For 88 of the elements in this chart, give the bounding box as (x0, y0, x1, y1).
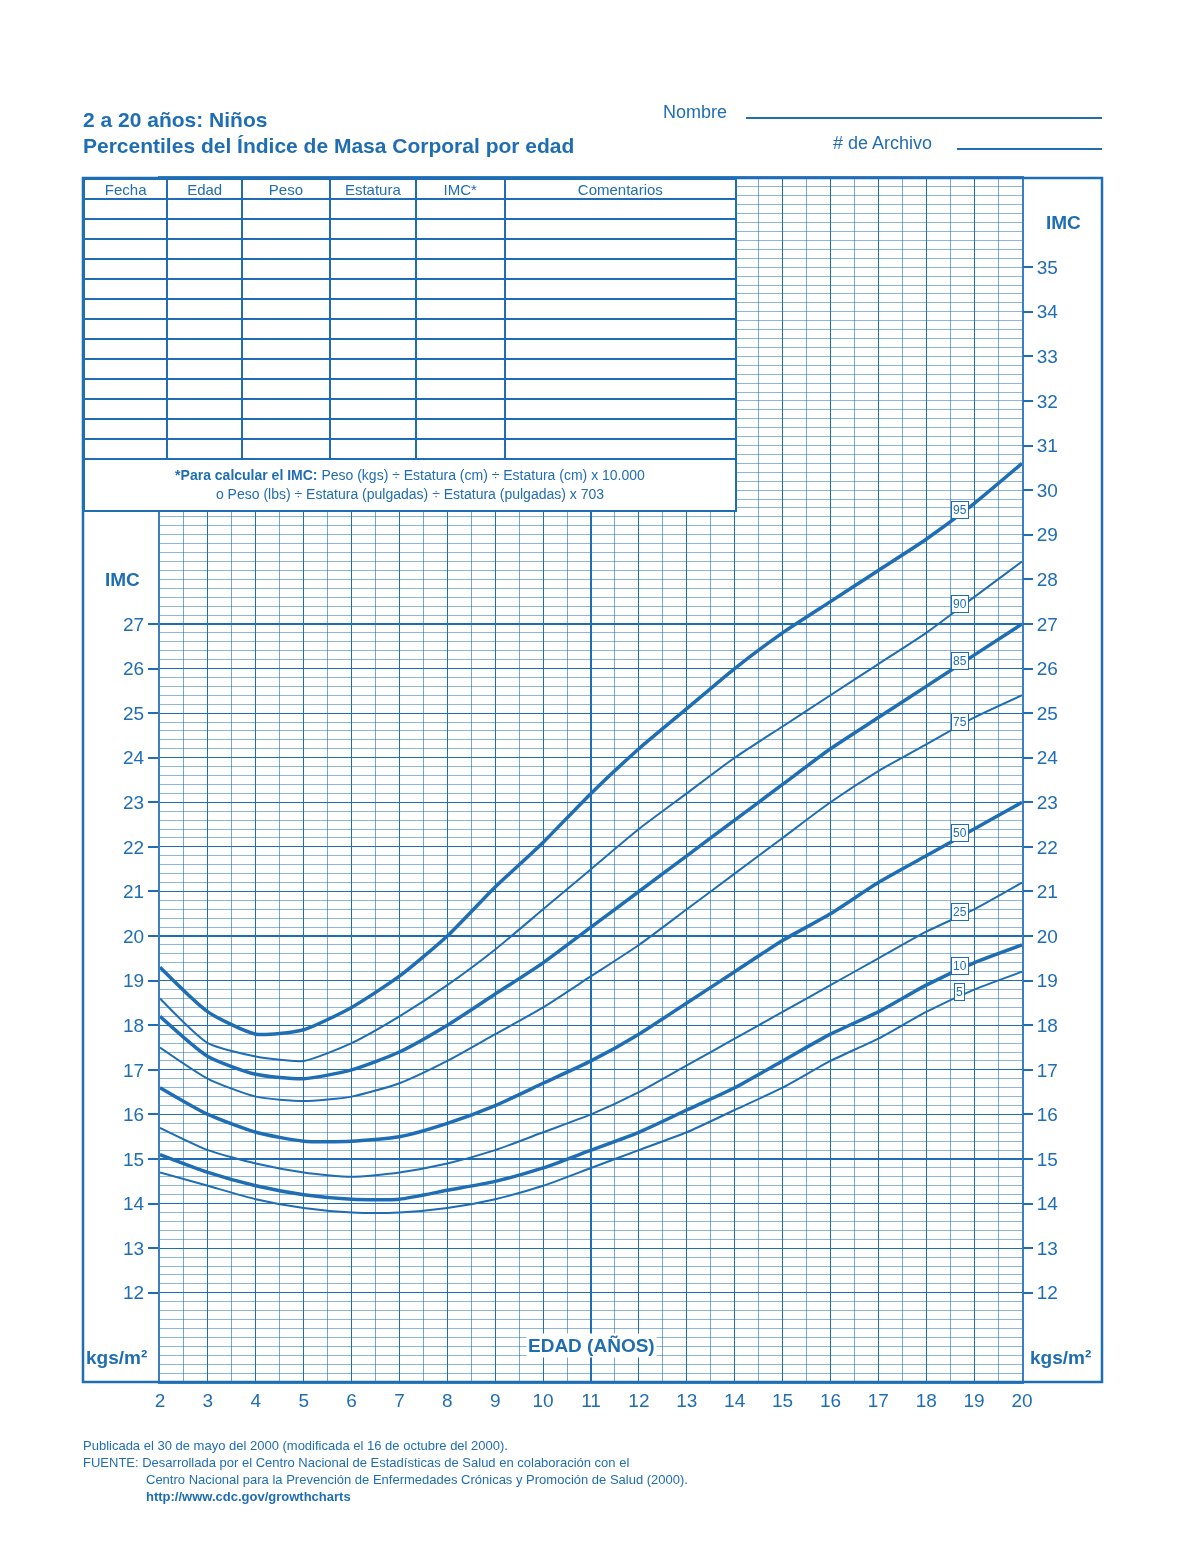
y2-tick-label: 34 (1036, 301, 1059, 323)
annotation: Peso (241, 179, 330, 199)
y-tick-label: 23 (123, 791, 145, 813)
y-tick-label: 22 (123, 836, 145, 858)
chart-subtitle: Percentiles del Índice de Masa Corporal por edad (83, 134, 575, 158)
y-tick-label: 26 (123, 658, 145, 680)
text: Nombre (663, 102, 728, 123)
x-tick-label: 11 (581, 1389, 601, 1411)
annotation: Estatura (329, 179, 416, 199)
x-tick-label: 5 (298, 1389, 309, 1411)
y-tick-label: 13 (123, 1237, 145, 1259)
series-label: 50 (953, 826, 967, 840)
y2-tick-label: 19 (1036, 970, 1058, 992)
y-tick-label: 21 (123, 881, 145, 903)
x-tick-label: 3 (202, 1389, 214, 1411)
text: Publicada el 30 de mayo del 2000 (modificada el 16 de octubre del 2000). (83, 1438, 508, 1453)
x-tick-label: 15 (771, 1389, 794, 1411)
y-tick-label: 19 (123, 970, 145, 992)
y2-tick-label: 13 (1036, 1237, 1058, 1259)
y2-tick-label: 20 (1036, 925, 1058, 947)
x-tick-label: 4 (250, 1389, 262, 1411)
y-tick-label: 12 (123, 1282, 145, 1304)
y2-tick-label: 17 (1036, 1059, 1058, 1081)
y2-tick-label: 32 (1036, 390, 1058, 412)
y-tick-label: 25 (123, 702, 145, 724)
x-tick-label: 18 (915, 1389, 937, 1411)
x-axis-title: EDAD (AÑOS) (528, 1335, 655, 1356)
series-label: 95 (953, 503, 967, 517)
series-label: 90 (953, 597, 967, 611)
y2-tick-label: 23 (1036, 791, 1058, 813)
y2-axis-title: IMC (1046, 212, 1082, 233)
annotation: Comentarios (504, 179, 736, 199)
y-tick-label: 20 (123, 925, 145, 947)
source-note: FUENTE: Desarrollada por el Centro Nacional de Estadísticas de Salud en colaboración con el (83, 1455, 630, 1470)
y-tick-label: 18 (123, 1014, 145, 1036)
annotation: IMC* (415, 179, 505, 199)
y2-tick-label: 22 (1036, 836, 1058, 858)
x-tick-label: 14 (724, 1389, 746, 1411)
y-tick-label: 27 (123, 613, 145, 635)
x-tick-label: 20 (1011, 1389, 1033, 1411)
text: http://www.cdc.gov/growthcharts (146, 1489, 351, 1504)
y2-tick-label: 31 (1036, 435, 1058, 457)
y2-tick-label: 28 (1036, 568, 1058, 590)
y2-tick-label: 33 (1036, 346, 1058, 368)
y2-tick-label: 15 (1036, 1148, 1058, 1170)
y2-tick-label: 35 (1036, 256, 1058, 278)
y2-tick-label: 12 (1036, 1282, 1058, 1304)
annotation: Edad (167, 179, 242, 199)
y-tick-label: 15 (123, 1148, 145, 1170)
y2-tick-label: 25 (1036, 702, 1058, 724)
y-tick-label: 16 (123, 1104, 145, 1126)
text: # de Archivo (833, 133, 933, 154)
x-tick-label: 10 (532, 1389, 554, 1411)
chart-title: 2 a 20 años: Niños (83, 108, 268, 132)
y2-tick-label: 18 (1036, 1014, 1058, 1036)
y-tick-label: 17 (123, 1059, 145, 1081)
series-label: 25 (953, 905, 967, 919)
series-label: 10 (953, 959, 967, 973)
x-tick-label: 9 (489, 1389, 501, 1411)
x-tick-label: 7 (394, 1389, 405, 1411)
x-tick-label: 13 (676, 1389, 698, 1411)
series-label: 85 (953, 654, 967, 668)
text: Fecha (104, 180, 147, 198)
text: Centro Nacional para la Prevención de Enfermedades Crónicas y Promoción de Salud (2000). (146, 1472, 688, 1487)
y2-tick-label: 29 (1036, 524, 1058, 546)
y-tick-label: 14 (123, 1193, 145, 1215)
text: kgs/m² (86, 1347, 148, 1369)
x-tick-label: 16 (819, 1389, 842, 1411)
y2-tick-label: 26 (1036, 658, 1058, 680)
x-tick-label: 19 (963, 1389, 985, 1411)
x-tick-label: 8 (442, 1389, 453, 1411)
legend-label: 5 (956, 985, 963, 999)
x-tick-label: 12 (628, 1389, 650, 1411)
y2-tick-label: 16 (1036, 1104, 1058, 1126)
annotation: o Peso (lbs) ÷ Estatura (pulgadas) ÷ Estatura (pulgadas) x 703 (215, 486, 605, 502)
x-tick-label: 17 (867, 1389, 889, 1411)
text: kgs/m² (1030, 1347, 1092, 1369)
x-tick-label: 6 (346, 1389, 357, 1411)
y2-tick-label: 21 (1036, 881, 1058, 903)
series-label: 75 (953, 715, 967, 729)
annotation: *Para calcular el IMC: Peso (kgs) ÷ Estatura (cm) ÷ Estatura (cm) x 10.000 (175, 467, 645, 483)
y2-tick-label: 14 (1036, 1193, 1059, 1215)
y-axis-title: IMC (105, 569, 141, 590)
y2-tick-label: 27 (1036, 613, 1058, 635)
y-tick-label: 24 (123, 747, 145, 769)
x-tick-label: 2 (154, 1389, 166, 1411)
y2-tick-label: 30 (1036, 479, 1058, 501)
y2-tick-label: 24 (1036, 747, 1059, 769)
